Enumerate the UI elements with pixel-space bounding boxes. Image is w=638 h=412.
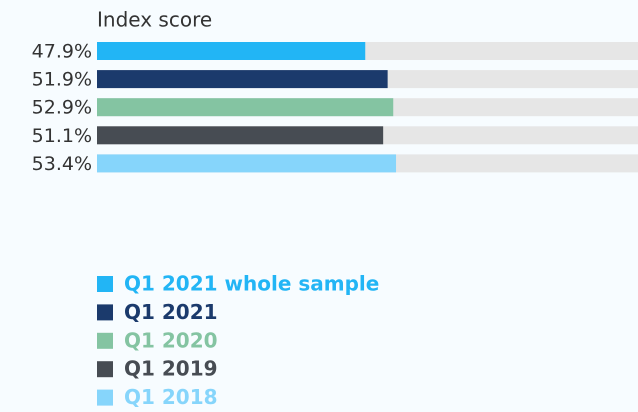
legend-swatch [97, 304, 113, 321]
legend-swatch [97, 276, 113, 292]
legend-swatch [97, 332, 113, 349]
legend-label: Q1 2018 [124, 385, 218, 409]
legend-swatch [97, 361, 113, 378]
value-label: 51.1% [32, 125, 92, 147]
legend-swatch [97, 389, 113, 406]
bar [97, 98, 394, 117]
bar [97, 70, 388, 89]
bar [97, 154, 397, 173]
legend-label: Q1 2020 [124, 328, 218, 352]
legend-label: Q1 2021 whole sample [124, 272, 379, 296]
chart-title: Index score [97, 8, 212, 32]
bar [97, 126, 384, 145]
value-label: 52.9% [32, 97, 92, 119]
bar [97, 42, 366, 60]
value-label: 47.9% [32, 41, 92, 63]
value-label: 53.4% [32, 153, 92, 175]
value-label: 51.9% [32, 69, 92, 91]
legend-label: Q1 2021 [124, 300, 218, 324]
legend-label: Q1 2019 [124, 357, 218, 381]
